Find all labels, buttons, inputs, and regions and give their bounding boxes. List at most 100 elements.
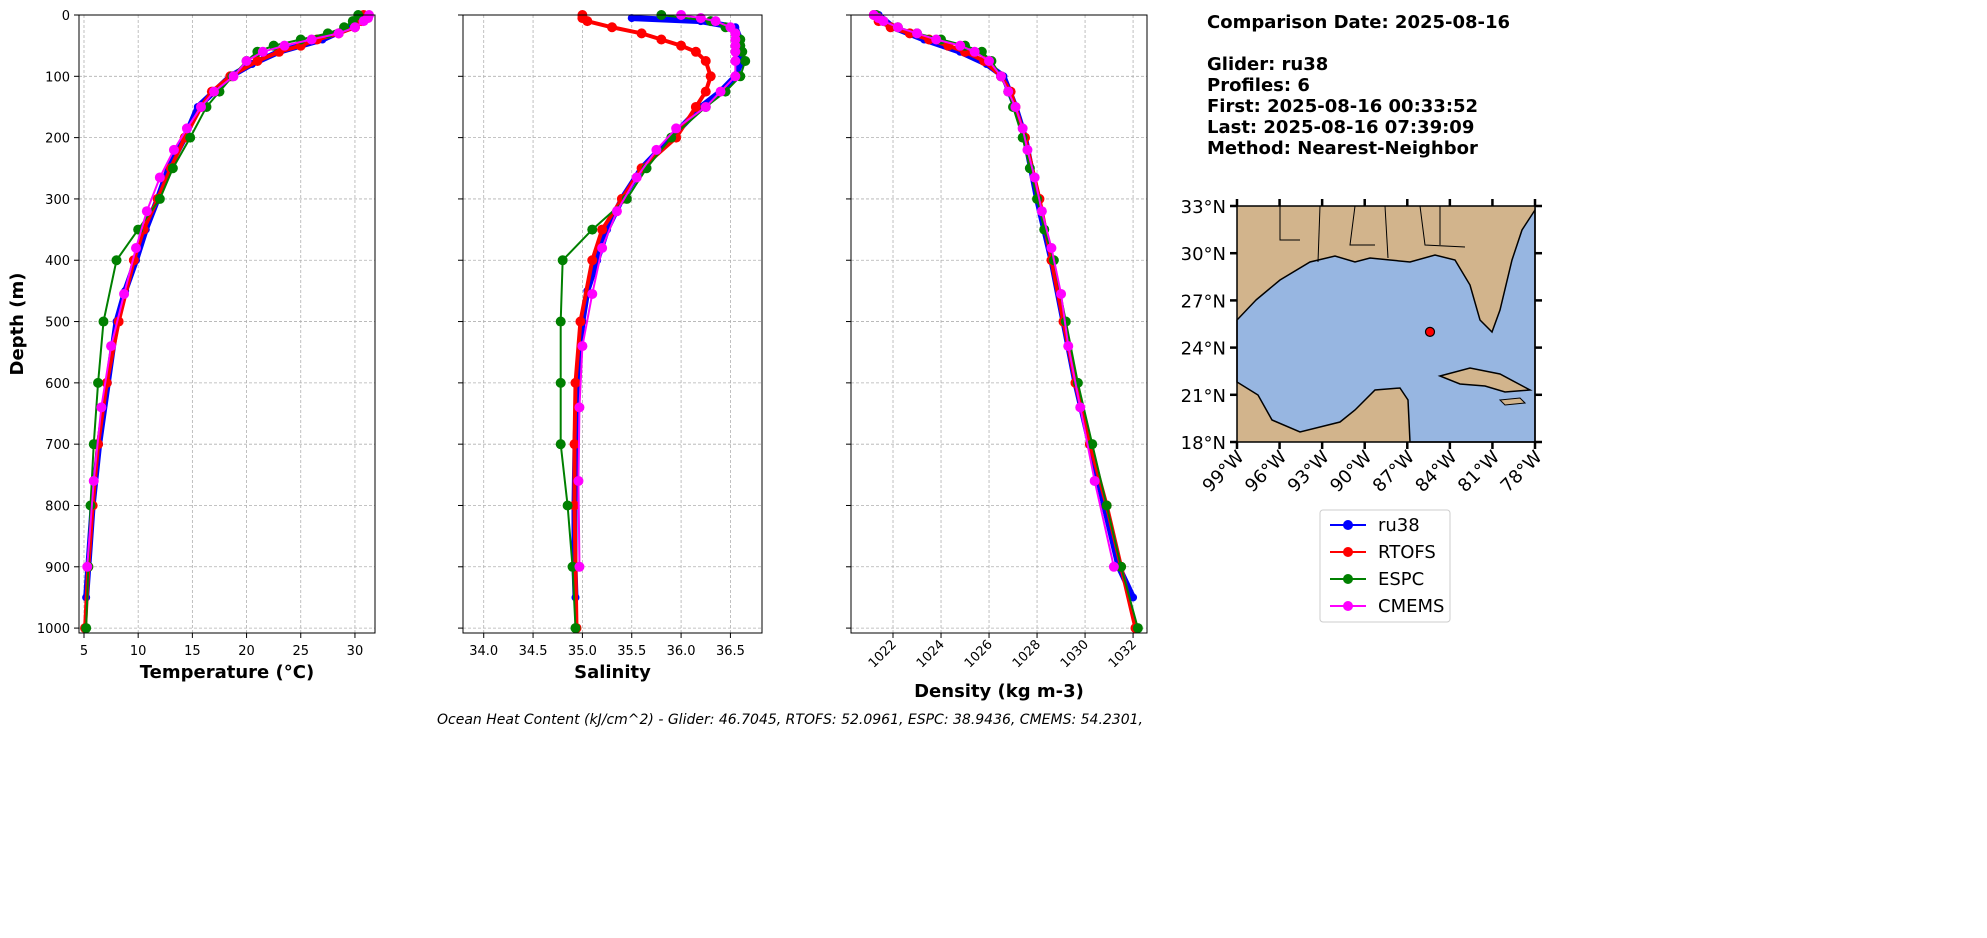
map-x-tick-label: 81°W <box>1454 447 1504 497</box>
data-point <box>111 255 122 266</box>
data-point <box>651 144 662 155</box>
data-point <box>730 55 741 66</box>
legend-marker <box>1343 520 1353 530</box>
data-point <box>185 132 196 143</box>
x-tick-label: 35.5 <box>617 644 646 659</box>
data-point <box>555 316 566 327</box>
data-point <box>569 439 580 450</box>
y-tick-label: 300 <box>45 193 70 208</box>
map-y-tick-label: 27°N <box>1181 291 1226 312</box>
data-point <box>82 561 93 572</box>
plot-area <box>868 10 1143 634</box>
x-tick-label: 15 <box>184 644 201 659</box>
data-point <box>562 500 573 511</box>
map-y-tick-label: 33°N <box>1181 197 1226 218</box>
info-text: First: 2025-08-16 00:33:52 <box>1207 96 1478 117</box>
y-tick-label: 500 <box>45 316 70 331</box>
data-point <box>574 402 585 413</box>
map-x-tick-label: 78°W <box>1497 447 1547 497</box>
data-point <box>627 14 636 23</box>
map-y-tick-label: 18°N <box>1181 433 1226 454</box>
data-point <box>636 28 647 39</box>
data-point <box>587 255 598 266</box>
info-text: Comparison Date: 2025-08-16 <box>1207 12 1510 33</box>
data-point <box>252 55 263 66</box>
data-point <box>730 71 741 82</box>
data-point <box>587 224 598 235</box>
data-point <box>695 13 706 24</box>
x-tick-label: 5 <box>80 644 88 659</box>
x-tick-label: 36.5 <box>716 644 745 659</box>
data-point <box>196 101 207 112</box>
legend-marker <box>1343 547 1353 557</box>
data-point <box>1010 101 1021 112</box>
data-point <box>574 561 585 572</box>
data-point <box>1063 341 1074 352</box>
data-point <box>119 288 130 299</box>
x-tick-label: 20 <box>238 644 255 659</box>
map-y-tick-label: 30°N <box>1181 244 1226 265</box>
plot-frame <box>78 14 376 634</box>
data-point <box>96 402 107 413</box>
map-y-tick-label: 21°N <box>1181 386 1226 407</box>
data-point <box>131 242 142 253</box>
data-point <box>656 34 667 45</box>
data-point <box>1132 623 1143 634</box>
data-point <box>81 623 92 634</box>
data-point <box>154 193 165 204</box>
info-text: Profiles: 6 <box>1207 75 1310 96</box>
data-point <box>168 144 179 155</box>
data-point <box>570 623 581 634</box>
data-point <box>912 28 923 39</box>
series-line <box>86 14 370 567</box>
data-point <box>931 34 942 45</box>
x-tick-label: 25 <box>292 644 309 659</box>
x-tick-label: 34.5 <box>519 644 548 659</box>
x-tick-label: 1024 <box>914 637 948 671</box>
data-point <box>607 22 618 33</box>
data-point <box>88 475 99 486</box>
data-point <box>700 86 711 97</box>
data-point <box>573 475 584 486</box>
x-tick-label: 1028 <box>1010 637 1044 671</box>
map-x-tick-label: 84°W <box>1411 447 1461 497</box>
x-tick-label: 35.0 <box>568 644 597 659</box>
map-x-tick-label: 87°W <box>1369 447 1419 497</box>
data-point <box>621 193 632 204</box>
x-tick-label: 1032 <box>1106 637 1140 671</box>
data-point <box>710 16 721 27</box>
map-x-tick-label: 96°W <box>1241 447 1291 497</box>
data-point <box>567 561 578 572</box>
x-axis-label: Salinity <box>574 662 651 683</box>
y-tick-label: 200 <box>45 132 70 147</box>
legend: ru38 RTOFS ESPC CMEMS <box>1319 509 1451 623</box>
info-text: Glider: ru38 <box>1207 54 1328 75</box>
series-line <box>876 12 1136 599</box>
data-point <box>700 101 711 112</box>
data-point <box>555 439 566 450</box>
data-point <box>106 341 117 352</box>
data-point <box>597 242 608 253</box>
data-point <box>1101 500 1112 511</box>
data-point <box>257 46 268 57</box>
data-point <box>557 255 568 266</box>
series-line <box>571 15 744 598</box>
data-point <box>631 172 642 183</box>
data-point <box>690 101 701 112</box>
data-point <box>577 341 588 352</box>
x-tick-label: 30 <box>347 644 364 659</box>
data-point <box>141 206 152 217</box>
data-point <box>671 123 682 134</box>
x-axis-label: Density (kg m-3) <box>914 681 1084 702</box>
data-point <box>705 71 716 82</box>
data-point <box>969 46 980 57</box>
data-point <box>996 71 1007 82</box>
data-point <box>1022 144 1033 155</box>
y-axis-label: Depth (m) <box>7 273 28 376</box>
data-point <box>587 288 598 299</box>
data-point <box>1056 288 1067 299</box>
x-tick-label: 10 <box>130 644 147 659</box>
y-tick-label: 600 <box>45 377 70 392</box>
data-point <box>1017 123 1028 134</box>
